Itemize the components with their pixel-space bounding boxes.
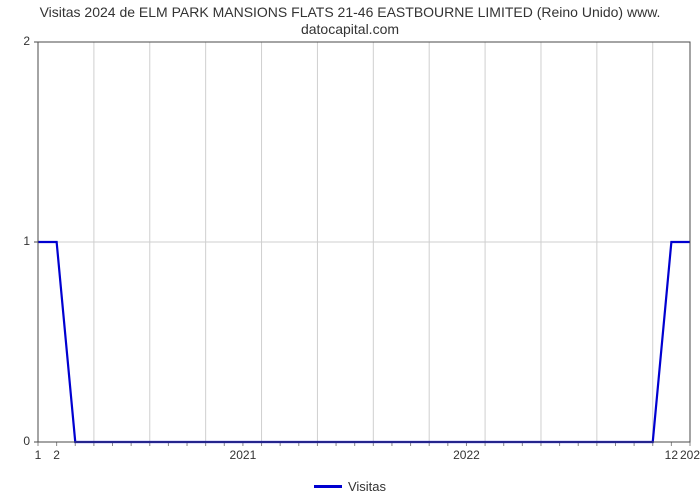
chart-container: { "chart": { "type": "line", "title_line… [0, 0, 700, 500]
x-tick-label: 2 [53, 448, 60, 462]
x-tick-label: 202 [680, 448, 700, 462]
legend-label: Visitas [348, 479, 386, 494]
legend-item-visitas: Visitas [314, 479, 386, 494]
y-tick-label: 2 [0, 34, 30, 48]
x-tick-label: 12 [665, 448, 678, 462]
x-tick-label: 2021 [230, 448, 257, 462]
y-tick-label: 0 [0, 434, 30, 448]
y-tick-label: 1 [0, 234, 30, 248]
x-tick-label: 1 [35, 448, 42, 462]
x-tick-label: 2022 [453, 448, 480, 462]
legend: Visitas [0, 476, 700, 494]
legend-swatch [314, 485, 342, 488]
chart-svg [0, 0, 700, 500]
